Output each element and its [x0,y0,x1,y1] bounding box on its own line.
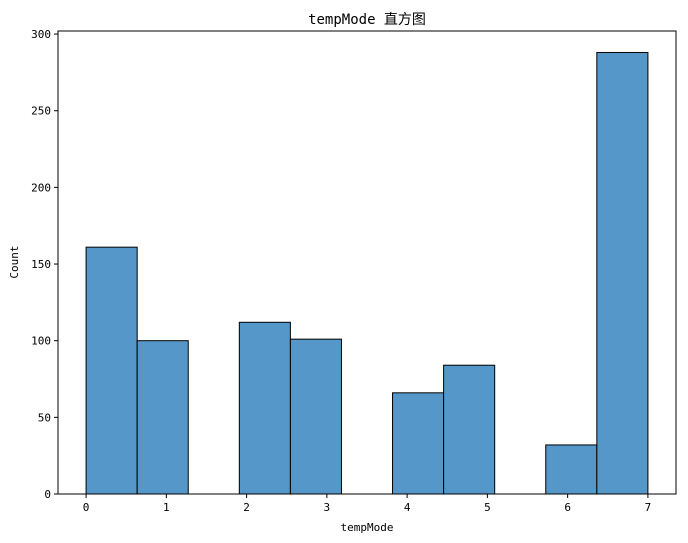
y-tick-label: 200 [31,181,51,194]
x-tick-label: 1 [163,501,170,514]
x-tick-label: 2 [243,501,250,514]
y-tick-label: 100 [31,335,51,348]
y-axis-ticks: 0 50 100 150 200 250 300 [31,28,58,501]
histogram-bar [392,392,445,495]
y-tick-label: 250 [31,105,51,118]
histogram-bar [289,338,342,495]
histogram-bar [136,340,189,495]
y-tick-label: 300 [31,28,51,41]
x-tick-label: 7 [645,501,652,514]
y-tick-label: 0 [44,488,51,501]
x-tick-label: 0 [83,501,90,514]
x-axis-ticks: 0 1 2 3 4 5 6 7 [83,494,651,514]
y-tick-label: 50 [38,411,51,424]
y-tick-label: 150 [31,258,51,271]
x-tick-label: 4 [404,501,411,514]
x-axis-label: tempMode [341,521,394,534]
histogram-bar [596,51,649,495]
plot-frame [57,30,677,495]
histogram-bar [545,444,598,495]
chart-title: tempMode 直方图 [308,11,426,28]
x-tick-label: 5 [484,501,491,514]
x-tick-label: 3 [324,501,331,514]
bars-group [85,51,649,495]
histogram-bar [238,321,291,495]
histogram-bar [443,364,496,495]
histogram-bar [85,246,138,495]
y-axis-label: Count [8,245,21,278]
x-tick-label: 6 [564,501,571,514]
